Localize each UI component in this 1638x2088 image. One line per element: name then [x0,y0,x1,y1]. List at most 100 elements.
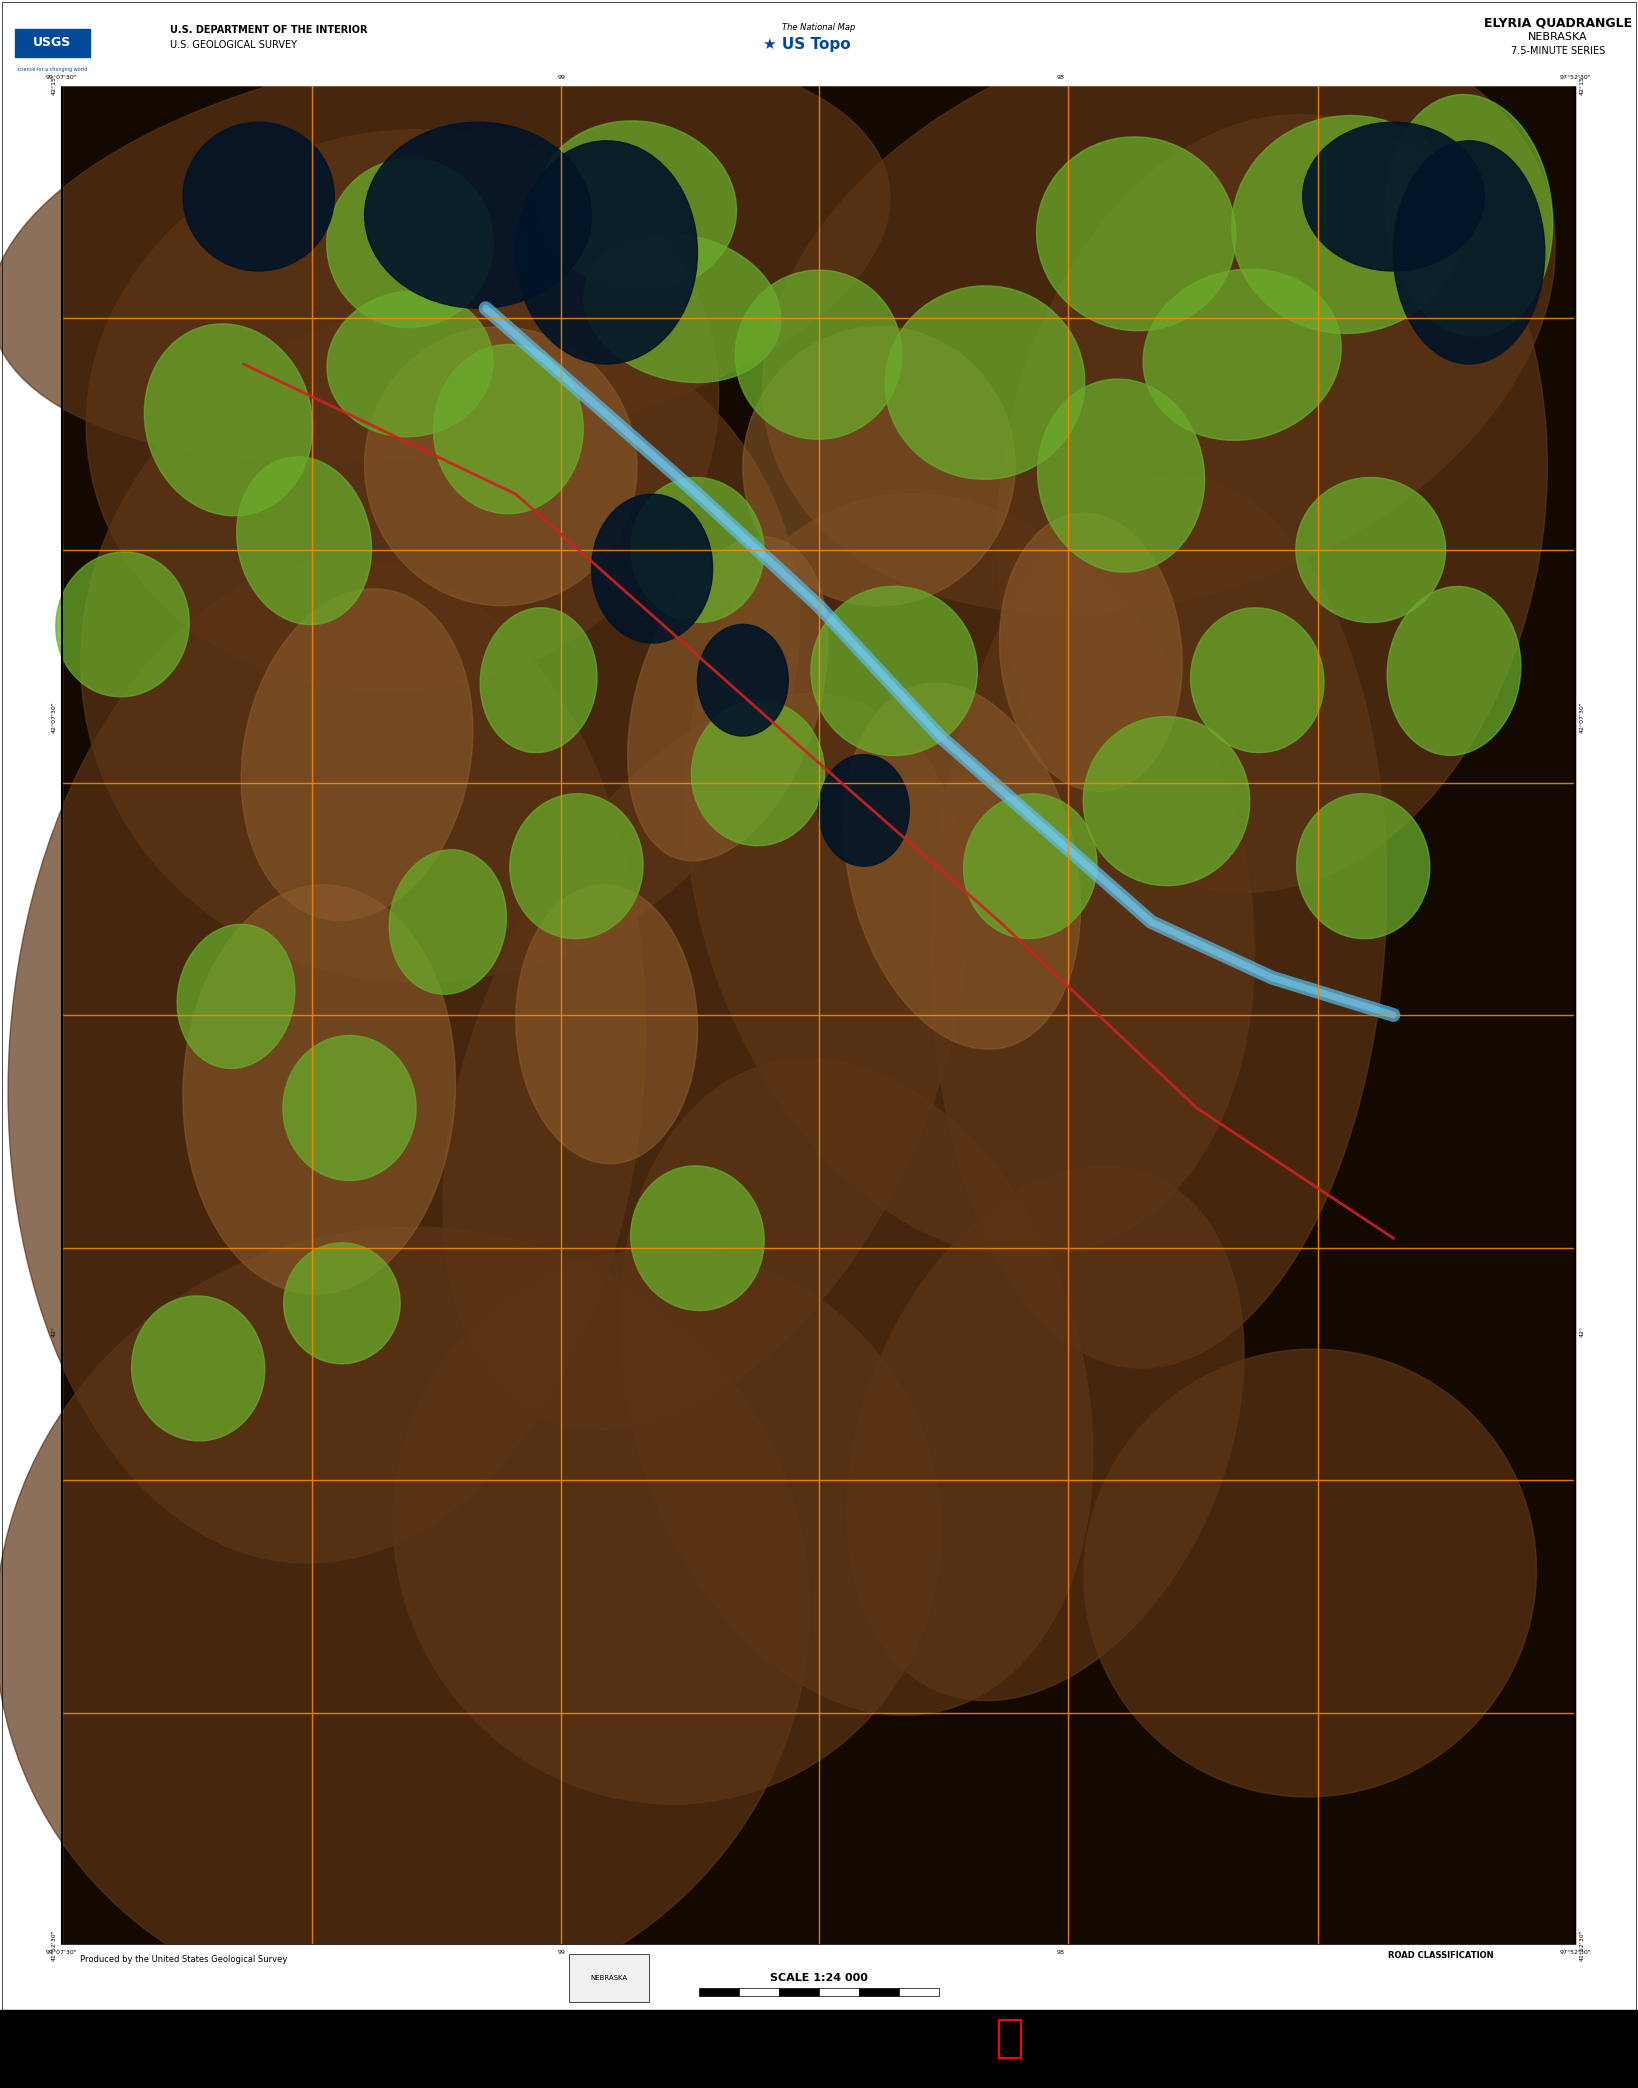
Ellipse shape [691,702,824,846]
Ellipse shape [390,850,506,994]
Ellipse shape [885,286,1084,480]
Ellipse shape [177,925,295,1069]
Text: U.S. GEOLOGICAL SURVEY: U.S. GEOLOGICAL SURVEY [170,40,296,50]
Ellipse shape [434,345,583,514]
Ellipse shape [516,885,698,1163]
Ellipse shape [1083,716,1250,885]
Ellipse shape [80,305,799,981]
Ellipse shape [742,328,1016,606]
Text: 42°: 42° [1581,1326,1586,1336]
Ellipse shape [591,495,713,643]
Ellipse shape [328,290,493,436]
Ellipse shape [811,587,978,756]
Text: 7.5-MINUTE SERIES: 7.5-MINUTE SERIES [1510,46,1605,56]
Text: 98: 98 [1057,75,1065,79]
Ellipse shape [283,1242,400,1363]
Ellipse shape [999,514,1183,791]
Text: 41°52'30": 41°52'30" [1581,1929,1586,1961]
Ellipse shape [1084,1349,1536,1798]
Text: 41°52'30": 41°52'30" [52,1929,57,1961]
Ellipse shape [619,1059,1093,1714]
Bar [858,1988,899,1996]
Bar [62,86,1576,1946]
Text: NEBRASKA: NEBRASKA [590,1975,627,1982]
Bar [568,1954,649,2002]
Ellipse shape [930,476,1387,1368]
Text: science for a changing world: science for a changing world [16,67,87,71]
Text: 97°52'30": 97°52'30" [1559,1950,1590,1954]
Bar [739,1988,780,1996]
Ellipse shape [1302,123,1484,271]
Ellipse shape [627,537,827,860]
Text: U.S. DEPARTMENT OF THE INTERIOR: U.S. DEPARTMENT OF THE INTERIOR [170,25,367,35]
Ellipse shape [241,589,473,921]
Ellipse shape [87,129,719,691]
Ellipse shape [365,123,591,309]
Text: SCALE 1:24 000: SCALE 1:24 000 [770,1973,868,1984]
Bar [899,1988,939,1996]
Text: ROAD CLASSIFICATION: ROAD CLASSIFICATION [1387,1950,1494,1959]
Ellipse shape [1191,608,1324,752]
Bar [0,2011,1638,2088]
Ellipse shape [0,1228,809,2011]
Ellipse shape [735,269,903,438]
Text: 99: 99 [557,1950,565,1954]
Ellipse shape [1037,380,1204,572]
Text: 99: 99 [557,75,565,79]
Ellipse shape [516,140,698,363]
Ellipse shape [819,754,909,867]
Bar [819,1988,858,1996]
Ellipse shape [1394,140,1545,363]
Ellipse shape [144,324,313,516]
Text: The National Map: The National Map [783,23,855,31]
Text: 98: 98 [1057,1950,1065,1954]
Text: 42°15': 42°15' [52,75,57,96]
Ellipse shape [326,159,493,328]
Bar [780,1988,819,1996]
Ellipse shape [1297,793,1430,940]
Ellipse shape [8,560,645,1564]
Ellipse shape [183,123,334,271]
Ellipse shape [963,793,1097,940]
Ellipse shape [698,624,788,735]
Text: 42°15': 42°15' [1581,75,1586,96]
Ellipse shape [998,115,1548,892]
Text: 97°52'30": 97°52'30" [1559,75,1590,79]
Ellipse shape [1296,478,1446,622]
Ellipse shape [631,1165,765,1311]
Ellipse shape [844,683,1081,1048]
Text: 99°07'30": 99°07'30" [46,1950,79,1954]
Bar [0,1946,1638,2011]
Text: 42°07'30": 42°07'30" [1581,702,1586,733]
Ellipse shape [1232,115,1464,334]
Text: USGS: USGS [33,35,70,50]
Ellipse shape [509,793,644,940]
Text: ELYRIA QUADRANGLE: ELYRIA QUADRANGLE [1484,17,1631,29]
Ellipse shape [537,121,737,290]
Ellipse shape [847,1167,1243,1700]
Ellipse shape [131,1297,265,1441]
Ellipse shape [1037,138,1237,330]
Text: ★ US Topo: ★ US Topo [763,38,850,52]
Bar [999,2019,1020,2059]
Bar [699,1988,739,1996]
Bar [0,0,1638,86]
Ellipse shape [442,693,966,1430]
Ellipse shape [393,1249,942,1804]
Text: NEBRASKA: NEBRASKA [1528,31,1587,42]
Ellipse shape [1387,587,1520,756]
Text: 99°07'30": 99°07'30" [46,75,79,79]
Ellipse shape [685,493,1255,1257]
Bar [62,86,1576,1946]
Ellipse shape [56,551,190,697]
Bar [15,29,90,56]
Ellipse shape [1386,94,1553,336]
Ellipse shape [631,478,763,622]
Text: Produced by the United States Geological Survey: Produced by the United States Geological… [80,1956,287,1965]
Ellipse shape [583,234,781,382]
Ellipse shape [183,885,455,1295]
Ellipse shape [283,1036,416,1180]
Ellipse shape [480,608,596,752]
Ellipse shape [1143,269,1342,441]
Ellipse shape [236,457,372,624]
